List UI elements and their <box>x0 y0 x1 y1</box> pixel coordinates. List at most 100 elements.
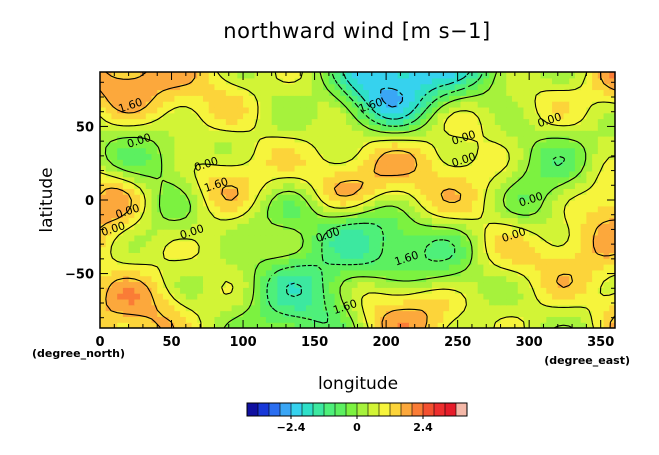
field-cell <box>277 153 284 160</box>
field-cell <box>386 106 393 114</box>
field-cell <box>168 287 175 294</box>
field-cell <box>414 72 422 79</box>
field-cell <box>534 72 542 79</box>
field-cell <box>517 112 525 120</box>
field-cell <box>260 269 267 277</box>
field-cell <box>409 229 416 236</box>
field-cell <box>363 281 370 288</box>
field-cell <box>586 252 593 259</box>
field-cell <box>180 83 187 91</box>
field-cell <box>546 200 553 207</box>
field-cell <box>191 269 198 277</box>
field-cell <box>306 147 313 155</box>
field-cell <box>122 200 130 207</box>
field-cell <box>346 217 353 224</box>
field-cell <box>283 89 290 96</box>
field-cell <box>214 159 221 166</box>
field-cell <box>368 200 376 207</box>
field-cell <box>254 316 261 323</box>
field-cell <box>574 72 582 79</box>
field-cell <box>185 310 193 317</box>
field-cell <box>443 170 450 178</box>
x-axis-ticks: 0 50 100 150 200 250 300 350 <box>95 72 616 350</box>
field-cell <box>437 240 444 248</box>
field-cell <box>237 147 244 155</box>
field-cell <box>403 83 410 91</box>
field-cell <box>597 246 605 253</box>
field-cell <box>534 211 542 219</box>
field-cell <box>517 170 525 178</box>
field-cell <box>546 229 553 236</box>
field-cell <box>260 252 267 259</box>
field-cell <box>512 153 519 160</box>
field-cell <box>420 205 427 213</box>
field-cell <box>552 234 559 242</box>
field-cell <box>569 205 576 213</box>
field-cell <box>386 298 393 306</box>
field-cell <box>288 269 296 277</box>
field-cell <box>580 234 587 242</box>
colorbar-swatch <box>368 403 380 416</box>
field-cell <box>517 275 525 283</box>
field-cell <box>214 205 221 213</box>
field-cell <box>529 188 536 195</box>
field-cell <box>489 304 496 312</box>
field-cell <box>203 147 210 155</box>
field-cell <box>351 293 359 300</box>
field-cell <box>597 234 605 242</box>
field-cell <box>271 170 278 178</box>
field-cell <box>397 112 404 120</box>
field-cell <box>100 83 107 91</box>
field-cell <box>214 106 221 114</box>
field-cell <box>197 124 204 131</box>
field-cell <box>225 170 233 178</box>
field-cell <box>300 95 307 102</box>
field-cell <box>363 147 370 155</box>
field-cell <box>563 269 570 277</box>
field-cell <box>466 72 473 79</box>
field-cell <box>294 240 301 248</box>
field-cell <box>391 322 399 328</box>
field-cell <box>500 287 507 294</box>
field-cell <box>403 240 410 248</box>
field-cell <box>374 205 381 213</box>
field-cell <box>580 293 587 300</box>
field-cell <box>231 72 238 79</box>
field-cell <box>105 101 113 108</box>
field-cell <box>477 72 484 79</box>
field-cell <box>403 159 410 166</box>
field-cell <box>500 211 507 219</box>
field-cell <box>420 182 427 189</box>
field-cell <box>208 101 216 108</box>
field-cell <box>534 229 542 236</box>
field-cell <box>220 246 227 253</box>
field-cell <box>334 159 341 166</box>
field-cell <box>306 89 313 96</box>
field-cell <box>512 188 519 195</box>
field-cell <box>168 130 175 137</box>
field-cell <box>403 223 410 230</box>
field-cell <box>512 106 519 114</box>
field-cell <box>357 211 364 219</box>
field-cell <box>431 101 439 108</box>
field-cell <box>380 322 387 328</box>
field-cell <box>237 217 244 224</box>
field-cell <box>100 205 107 213</box>
field-cell <box>552 83 559 91</box>
field-cell <box>334 229 341 236</box>
field-cell <box>197 194 204 201</box>
field-cell <box>100 310 107 317</box>
field-cell <box>586 89 593 96</box>
field-cell <box>248 165 256 172</box>
field-cell <box>208 240 216 248</box>
field-cell <box>346 95 353 102</box>
x-tick-label: 100 <box>229 335 256 350</box>
field-cell <box>454 101 462 108</box>
field-cell <box>552 136 559 143</box>
field-cell <box>265 83 273 91</box>
field-cell <box>248 159 256 166</box>
field-cell <box>557 293 565 300</box>
field-cell <box>483 101 490 108</box>
field-cell <box>248 211 256 219</box>
field-cell <box>529 153 536 160</box>
